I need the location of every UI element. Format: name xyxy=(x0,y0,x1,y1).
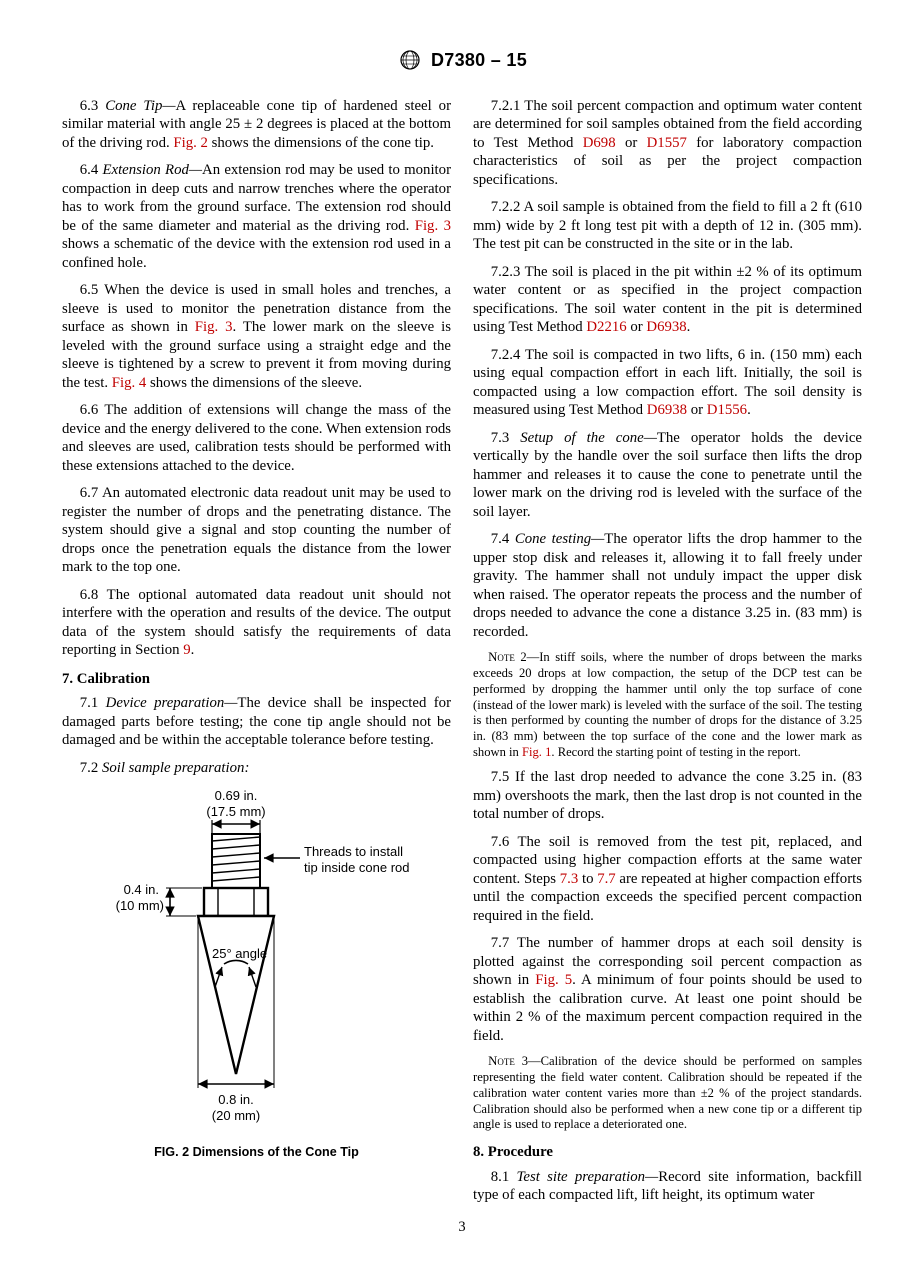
page: D7380 – 15 6.3 Cone Tip—A replaceable co… xyxy=(0,0,920,1276)
note-3: Note 3—Calibration of the device should … xyxy=(473,1054,862,1133)
ref-fig1: Fig. 1 xyxy=(522,745,551,759)
para-7-1: 7.1 Device preparation—The device shall … xyxy=(62,694,451,749)
section-7-heading: 7. Calibration xyxy=(62,670,451,688)
section-8-heading: 8. Procedure xyxy=(473,1143,862,1161)
note-2: Note 2—In stiff soils, where the number … xyxy=(473,650,862,760)
para-7-2-4: 7.2.4 The soil is compacted in two lifts… xyxy=(473,346,862,420)
astm-logo-icon xyxy=(397,50,423,75)
cone-tip-diagram: 0.69 in. (17.5 mm) Threads to install ti… xyxy=(104,786,409,1134)
ref-d1557: D1557 xyxy=(647,135,687,151)
figure-2: 0.69 in. (17.5 mm) Threads to install ti… xyxy=(62,786,451,1161)
ref-fig4: Fig. 4 xyxy=(112,375,147,391)
para-6-5: 6.5 When the device is used in small hol… xyxy=(62,281,451,392)
ref-fig3: Fig. 3 xyxy=(415,218,451,234)
ref-d1556: D1556 xyxy=(707,402,747,418)
standard-designation: D7380 – 15 xyxy=(431,50,527,70)
para-7-2: 7.2 Soil sample preparation: xyxy=(62,759,451,777)
para-7-6: 7.6 The soil is removed from the test pi… xyxy=(473,833,862,925)
thread-label-l2: tip inside cone rod xyxy=(304,860,409,875)
ref-d2216: D2216 xyxy=(586,319,626,335)
dim-shoulder-mm: (10 mm) xyxy=(116,898,164,913)
para-7-4: 7.4 Cone testing—The operator lifts the … xyxy=(473,530,862,641)
content-columns: 6.3 Cone Tip—A replaceable cone tip of h… xyxy=(62,97,862,1205)
para-7-2-2: 7.2.2 A soil sample is obtained from the… xyxy=(473,198,862,253)
para-7-3: 7.3 Setup of the cone—The operator holds… xyxy=(473,429,862,521)
figure-2-caption: FIG. 2 Dimensions of the Cone Tip xyxy=(62,1145,451,1161)
ref-d698: D698 xyxy=(583,135,616,151)
dim-top-mm: (17.5 mm) xyxy=(206,804,265,819)
para-7-5: 7.5 If the last drop needed to advance t… xyxy=(473,768,862,823)
ref-fig2: Fig. 2 xyxy=(173,135,208,151)
ref-fig5: Fig. 5 xyxy=(535,972,572,988)
para-8-1: 8.1 Test site preparation—Record site in… xyxy=(473,1168,862,1205)
ref-d6938: D6938 xyxy=(646,319,686,335)
page-header: D7380 – 15 xyxy=(62,50,862,75)
para-7-2-1: 7.2.1 The soil percent compaction and op… xyxy=(473,97,862,189)
angle-label: 25° angle xyxy=(212,946,267,961)
para-7-2-3: 7.2.3 The soil is placed in the pit with… xyxy=(473,263,862,337)
para-6-3: 6.3 Cone Tip—A replaceable cone tip of h… xyxy=(62,97,451,152)
dim-top-in: 0.69 in. xyxy=(215,788,258,803)
thread-label-l1: Threads to install xyxy=(304,844,403,859)
ref-fig3b: Fig. 3 xyxy=(195,319,233,335)
dim-base-in: 0.8 in. xyxy=(218,1092,253,1107)
para-6-4: 6.4 Extension Rod—An extension rod may b… xyxy=(62,161,451,272)
ref-d6938b: D6938 xyxy=(647,402,687,418)
dim-base-mm: (20 mm) xyxy=(212,1108,260,1123)
ref-section9: 9 xyxy=(183,642,190,658)
page-number: 3 xyxy=(62,1219,862,1236)
para-6-6: 6.6 The addition of extensions will chan… xyxy=(62,401,451,475)
para-6-7: 6.7 An automated electronic data readout… xyxy=(62,484,451,576)
ref-7-7: 7.7 xyxy=(597,871,616,887)
para-7-7: 7.7 The number of hammer drops at each s… xyxy=(473,934,862,1045)
ref-7-3: 7.3 xyxy=(560,871,579,887)
dim-shoulder-in: 0.4 in. xyxy=(124,882,159,897)
para-6-8: 6.8 The optional automated data readout … xyxy=(62,586,451,660)
